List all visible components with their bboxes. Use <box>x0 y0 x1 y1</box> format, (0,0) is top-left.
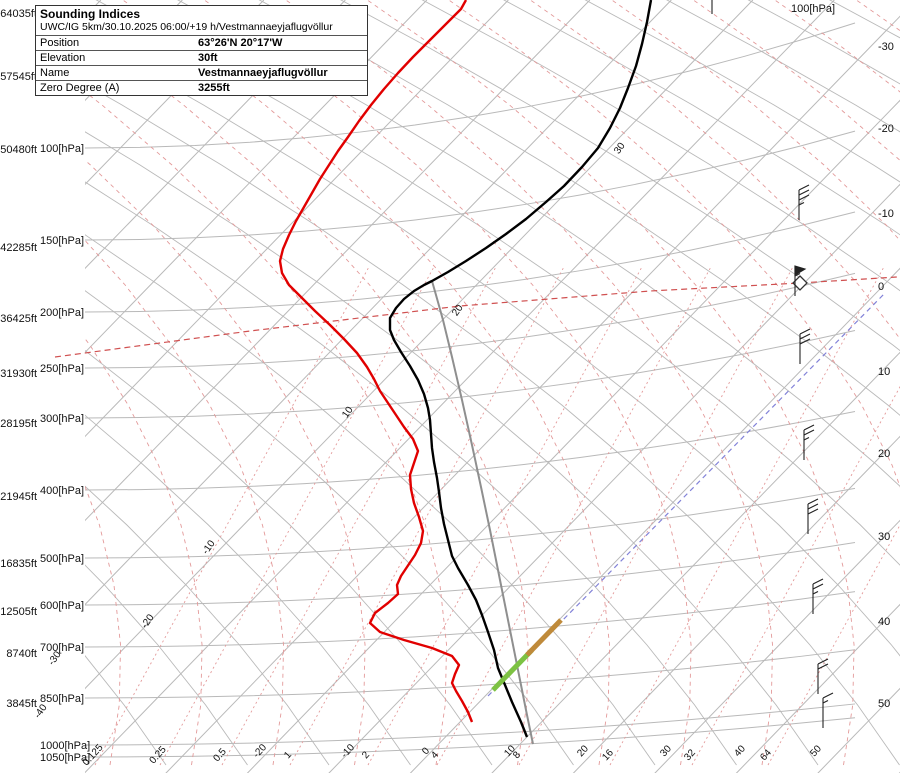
axis-label-pressure: 200[hPa] <box>40 307 84 319</box>
temperature-curve <box>388 0 653 738</box>
axis-label-bottom-temp: -10 <box>339 742 357 760</box>
axis-label-altitude: 3845ft <box>6 698 37 710</box>
sounding-info-box: Sounding Indices UWC/IG 5km/30.10.2025 0… <box>35 5 368 96</box>
info-row-elevation: Elevation 30ft <box>36 51 367 66</box>
axis-label-mixing-ratio: 0.5 <box>211 746 229 764</box>
axis-label-altitude: 64035ft <box>0 8 37 20</box>
axis-label-pressure: 250[hPa] <box>40 363 84 375</box>
axis-label-pressure: 850[hPa] <box>40 693 84 705</box>
axis-label-altitude: 36425ft <box>0 313 37 325</box>
wind-barb <box>803 424 815 460</box>
wind-barb <box>822 692 834 728</box>
axis-label-altitude: 31930ft <box>0 368 37 380</box>
axis-label-pressure: 700[hPa] <box>40 642 84 654</box>
layer-highlight-orange <box>525 618 563 657</box>
info-row-zero-degree: Zero Degree (A) 3255ft <box>36 81 367 95</box>
axis-label-altitude: 50480ft <box>0 144 37 156</box>
axis-label-mixing-ratio: 2 <box>360 749 372 761</box>
axis-label-temp-right: -30 <box>878 41 894 53</box>
axis-label-altitude: 8740ft <box>6 648 37 660</box>
axis-label-mixing-ratio: 16 <box>600 747 616 763</box>
info-title: Sounding Indices <box>40 7 141 21</box>
axis-label-temp-right: 40 <box>878 616 890 628</box>
axis-label-altitude: 16835ft <box>0 558 37 570</box>
axis-label-mixing-ratio: 64 <box>758 747 774 763</box>
wind-barb <box>807 498 819 534</box>
parcel-curve <box>431 280 534 745</box>
axis-label-mixing-ratio: 1 <box>282 749 294 761</box>
axis-label-mixing-ratio: 8 <box>511 749 523 761</box>
info-row-value: 3255ft <box>198 82 230 94</box>
wind-barb <box>798 184 810 220</box>
axis-label-altitude: 12505ft <box>0 606 37 618</box>
isoline-label: -20 <box>139 612 157 631</box>
info-subtitle: UWC/IG 5km/30.10.2025 06:00/+19 h/Vestma… <box>36 21 367 36</box>
info-row-position: Position 63°26'N 20°17'W <box>36 36 367 51</box>
axis-label-pressure: 500[hPa] <box>40 553 84 565</box>
axis-label-temp-right: -10 <box>878 208 894 220</box>
layer-highlight-green <box>491 648 534 692</box>
info-row-label: Name <box>40 67 70 79</box>
axis-label-pressure: 300[hPa] <box>40 413 84 425</box>
axis-label-mixing-ratio: 4 <box>429 749 441 761</box>
isoline-label: 20 <box>450 302 466 318</box>
axis-label-bottom-temp: -20 <box>251 742 269 760</box>
axis-label-temp-right: 0 <box>878 281 884 293</box>
info-row-value: 63°26'N 20°17'W <box>198 37 283 49</box>
info-row-label: Position <box>40 37 80 49</box>
axis-label-temp-right: 50 <box>878 698 890 710</box>
axis-label-altitude: 28195ft <box>0 418 37 430</box>
axis-label-temp-right: -20 <box>878 123 894 135</box>
axis-label-pressure: 1050[hPa] <box>40 752 90 764</box>
info-row-label: Zero Degree (A) <box>40 82 120 94</box>
wind-barb <box>812 578 824 614</box>
dewpoint-curve <box>278 0 474 723</box>
axis-label-pressure: 1000[hPa] <box>40 740 90 752</box>
axis-label-bottom-temp: 50 <box>808 743 824 759</box>
info-row-value: Vestmannaeyjaflugvöllur <box>198 67 328 79</box>
axis-label-temp-right: 10 <box>878 366 890 378</box>
axis-label-altitude: 57545ft <box>0 71 37 83</box>
axis-label-bottom-temp: 30 <box>658 743 674 759</box>
wind-barb <box>794 265 807 296</box>
axis-label-temp-right: 30 <box>878 531 890 543</box>
wind-barb <box>799 328 811 364</box>
top-right-pressure-label: 100[hPa] <box>791 3 835 15</box>
axis-label-pressure: 100[hPa] <box>40 143 84 155</box>
info-row-value: 30ft <box>198 52 218 64</box>
axis-label-bottom-temp: 40 <box>732 743 748 759</box>
info-row-label: Elevation <box>40 52 86 64</box>
axis-label-altitude: 21945ft <box>0 491 37 503</box>
axis-label-pressure: 400[hPa] <box>40 485 84 497</box>
axis-label-temp-right: 20 <box>878 448 890 460</box>
axis-label-mixing-ratio: 32 <box>682 747 698 763</box>
info-row-name: Name Vestmannaeyjaflugvöllur <box>36 66 367 81</box>
axis-label-pressure: 150[hPa] <box>40 235 84 247</box>
axis-label-pressure: 600[hPa] <box>40 600 84 612</box>
axis-label-altitude: 42285ft <box>0 242 37 254</box>
tropopause-line <box>54 276 898 358</box>
wind-barb <box>711 0 713 14</box>
wind-barb <box>817 658 829 694</box>
axis-label-bottom-temp: 0 <box>420 745 432 757</box>
